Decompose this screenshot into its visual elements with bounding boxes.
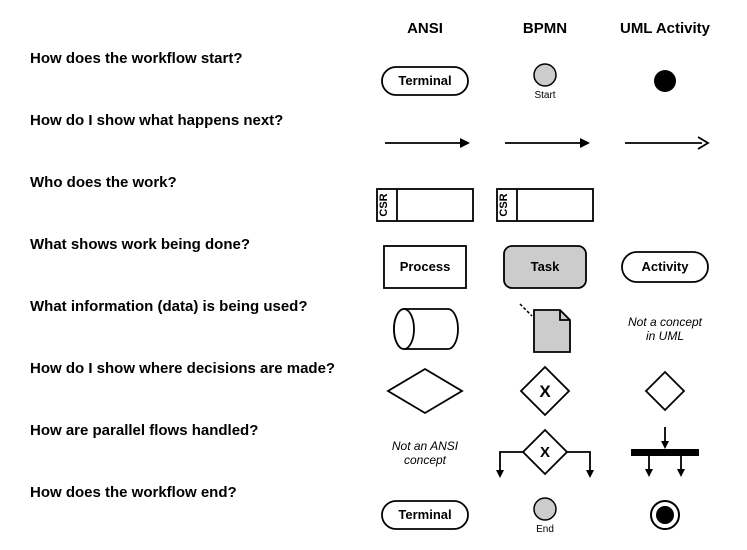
ansi-process: Process [365, 236, 485, 298]
svg-text:CSR: CSR [498, 193, 510, 216]
uml-swimlane-empty [605, 174, 725, 236]
bpmn-task: Task [485, 236, 605, 298]
svg-text:Process: Process [400, 259, 451, 274]
uml-data-na: Not a conceptin UML [605, 298, 725, 360]
end-caption: End [536, 524, 554, 535]
svg-text:CSR: CSR [378, 193, 390, 216]
na-ansi-parallel: Not an ANSIconcept [392, 439, 458, 468]
svg-text:Terminal: Terminal [398, 507, 451, 522]
bpmn-parallel: X [485, 422, 605, 484]
ansi-swimlane: CSR [365, 174, 485, 236]
start-caption: Start [534, 90, 555, 101]
ansi-end: Terminal [365, 484, 485, 546]
question-next: How do I show what happens next? [30, 112, 365, 174]
question-decisions: How do I show where decisions are made? [30, 360, 365, 422]
uml-decision [605, 360, 725, 422]
bpmn-data [485, 298, 605, 360]
question-who: Who does the work? [30, 174, 365, 236]
uml-parallel [605, 422, 725, 484]
ansi-arrow [365, 112, 485, 174]
na-uml-data: Not a conceptin UML [628, 315, 702, 344]
ansi-decision [365, 360, 485, 422]
header-uml: UML Activity [605, 20, 725, 50]
bpmn-start: Start [485, 50, 605, 112]
uml-arrow [605, 112, 725, 174]
question-start: How does the workflow start? [30, 50, 365, 112]
uml-end [605, 484, 725, 546]
spacer [30, 20, 365, 50]
bpmn-arrow [485, 112, 605, 174]
bpmn-end: End [485, 484, 605, 546]
uml-activity: Activity [605, 236, 725, 298]
question-work: What shows work being done? [30, 236, 365, 298]
uml-start [605, 50, 725, 112]
terminal-label: Terminal [398, 73, 451, 88]
header-ansi: ANSI [365, 20, 485, 50]
svg-text:Activity: Activity [642, 259, 690, 274]
ansi-parallel-na: Not an ANSIconcept [365, 422, 485, 484]
question-end: How does the workflow end? [30, 484, 365, 546]
ansi-start: Terminal [365, 50, 485, 112]
svg-text:X: X [540, 444, 550, 461]
svg-text:Task: Task [531, 259, 560, 274]
header-bpmn: BPMN [485, 20, 605, 50]
bpmn-swimlane: CSR [485, 174, 605, 236]
ansi-data [365, 298, 485, 360]
svg-text:X: X [539, 382, 551, 401]
comparison-table: ANSI BPMN UML Activity How does the work… [30, 20, 737, 546]
question-data: What information (data) is being used? [30, 298, 365, 360]
question-parallel: How are parallel flows handled? [30, 422, 365, 484]
bpmn-decision: X [485, 360, 605, 422]
